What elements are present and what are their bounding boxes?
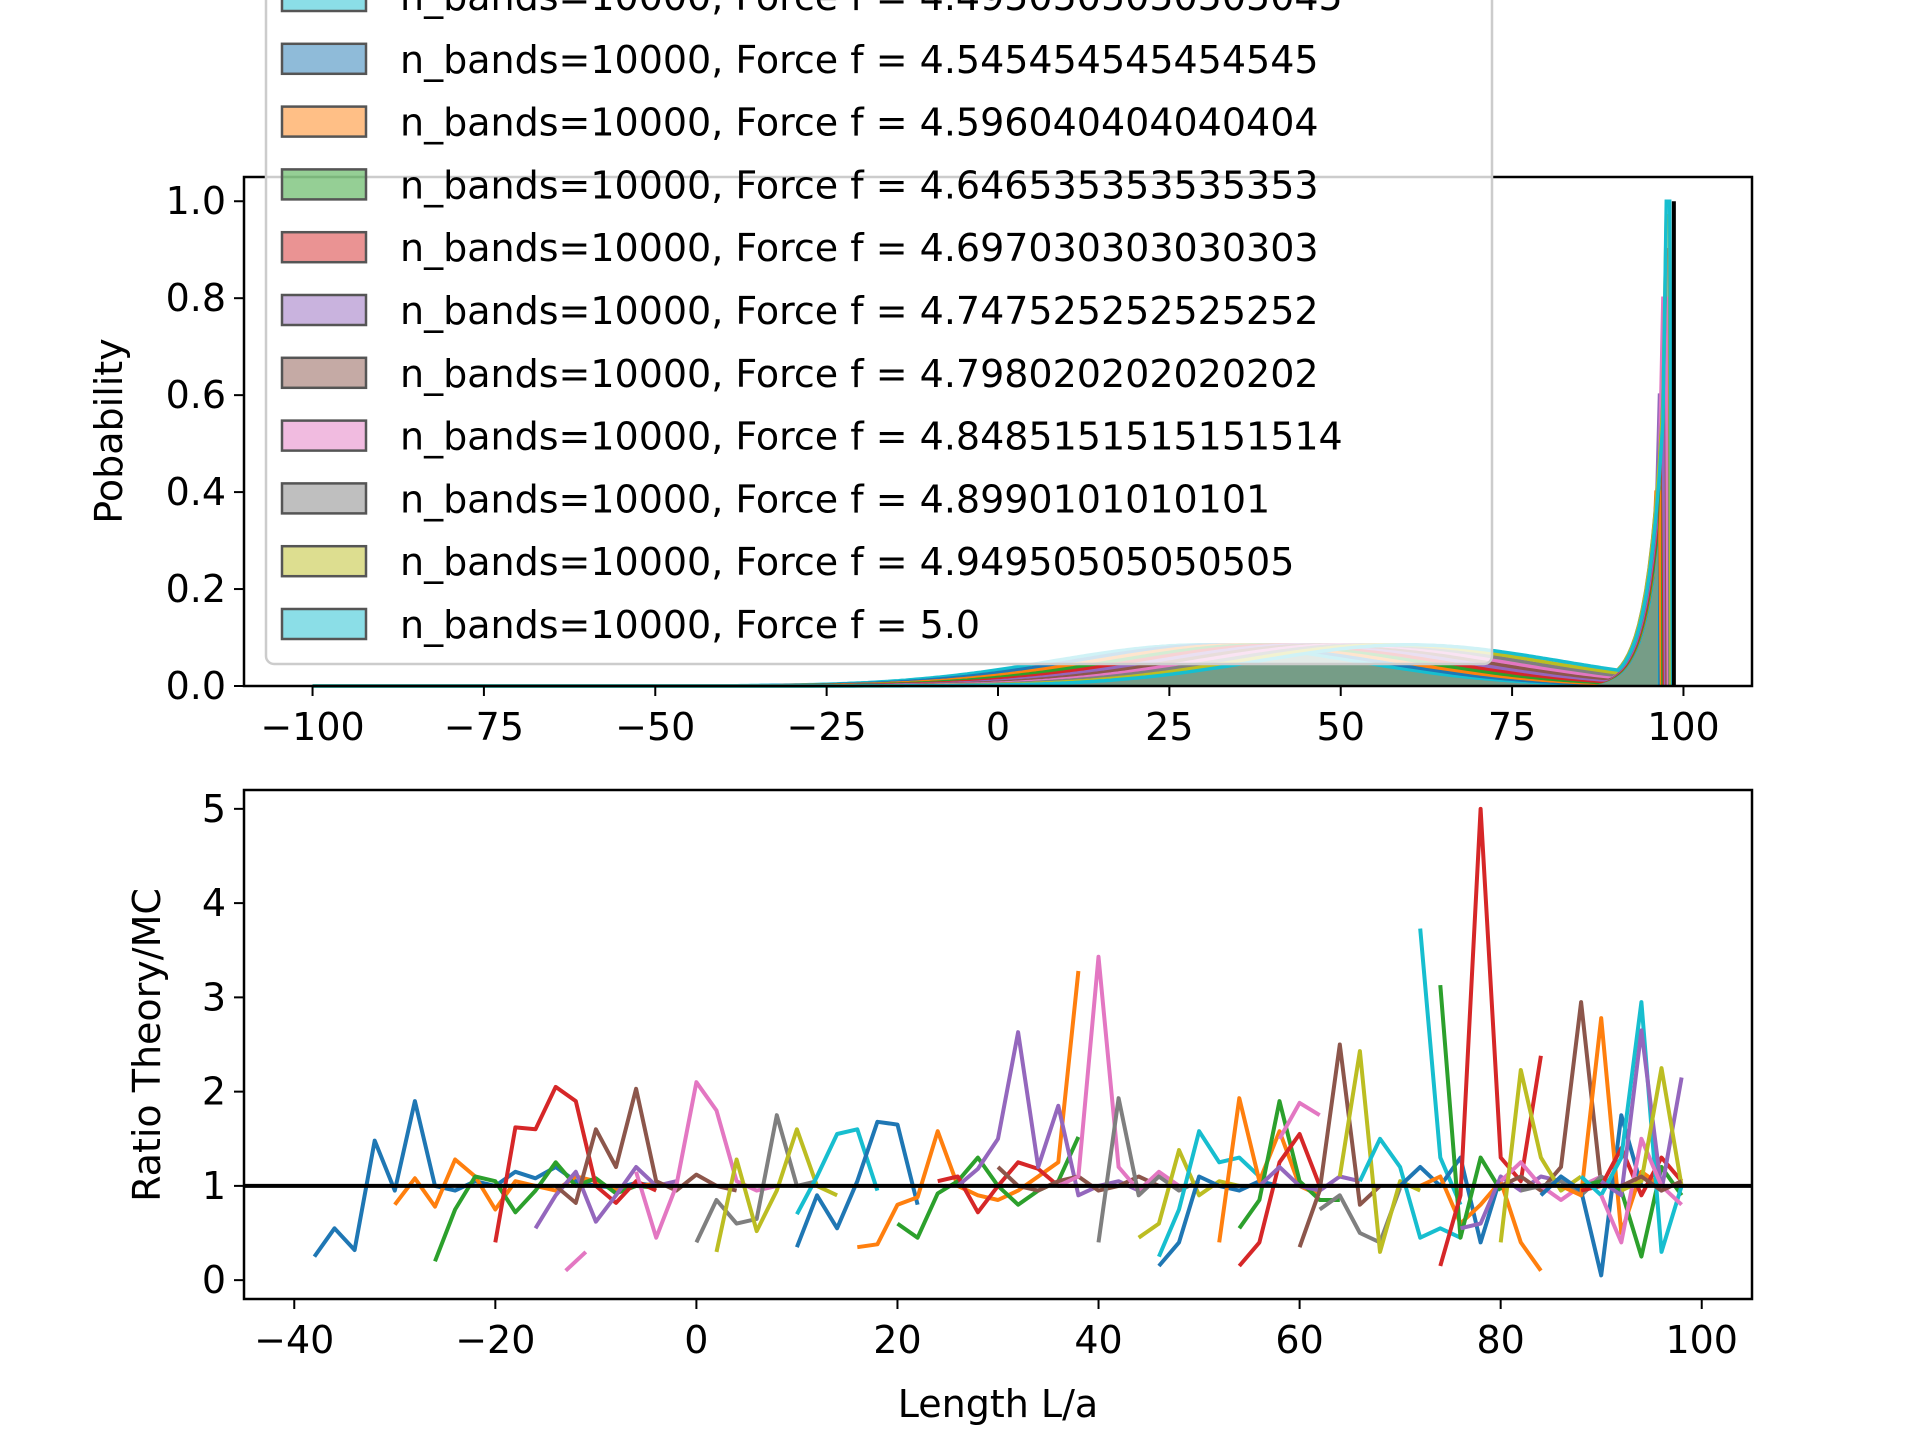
ratio-curve-31 [1418,928,1463,1206]
ratio-curve-35 [1438,806,1543,1267]
ratio-x-tick-label: 60 [1275,1318,1323,1362]
ratio-curve-10 [795,1127,880,1216]
ratio-y-tick-label: 2 [202,1070,226,1114]
legend-swatch-1 [280,42,368,76]
ratio-curve-33 [1419,1174,1543,1272]
legend-label-0: n_bands=10000, Force f = 4.4950505050505… [400,0,1343,19]
ratio-curve-25 [1258,1165,1361,1193]
legend-label-2: n_bands=10000, Force f = 4.5960404040404… [400,101,1319,145]
probability-y-tick-label: 0.8 [166,276,226,320]
ratio-x-ticks: −40 −20 0 20 40 60 80 100 [254,1299,1738,1362]
ratio-curve-47 [1599,1136,1683,1245]
legend-swatch-0 [280,0,368,13]
ratio-curve-45 [1579,1000,1684,1254]
ratio-y-tick-label: 1 [202,1164,226,1208]
legend-box [264,0,1494,666]
legend-entries: n_bands=10000, Force f = 4.4950505050505… [280,0,1343,647]
ratio-x-tick-label: 20 [873,1318,921,1362]
probability-x-tick-label: 25 [1145,705,1193,749]
legend-swatch-10 [280,607,368,641]
ratio-curve-26 [1297,1042,1382,1248]
legend-label-8: n_bands=10000, Force f = 4.8990101010101 [400,477,1270,521]
ratio-curve-4 [533,1165,677,1230]
ratio-curve-6 [564,1250,588,1273]
ratio-y-tick-label: 5 [202,787,226,831]
ratio-curve-32 [1398,1155,1503,1245]
ratio-x-axis-label: Length L/a [898,1382,1098,1426]
probability-x-tick-label: −100 [260,705,364,749]
probability-x-tick-label: 50 [1317,705,1365,749]
probability-x-ticks: −100 −75 −50 −25 0 25 50 75 100 [260,686,1720,749]
probability-x-tick-label: −25 [787,705,867,749]
legend-swatch-4 [280,230,368,264]
probability-x-tick-label: 75 [1488,705,1536,749]
ratio-curve-37 [1499,1000,1604,1193]
legend-label-3: n_bands=10000, Force f = 4.6465353535353… [400,163,1319,207]
legend-label-1: n_bands=10000, Force f = 4.5454545454545… [400,38,1319,82]
ratio-y-tick-label: 3 [202,975,226,1019]
ratio-axes-frame [242,788,1754,1301]
ratio-curve-7 [634,1080,778,1240]
ratio-y-ticks: 0 1 2 3 4 5 [202,787,244,1302]
legend-swatch-2 [280,105,368,138]
probability-x-tick-label: −50 [615,705,695,749]
legend-label-10: n_bands=10000, Force f = 5.0 [400,603,980,647]
legend: n_bands=10000, Force f = 4.4950505050505… [264,0,1494,666]
ratio-curve-17 [1057,954,1181,1193]
ratio-y-tick-label: 0 [202,1258,226,1302]
ratio-x-tick-label: −40 [254,1318,334,1362]
probability-x-tick-label: 100 [1647,705,1720,749]
ratio-y-tick-label: 4 [202,881,226,925]
legend-swatch-8 [280,482,368,515]
probability-y-tick-label: 0.6 [166,373,226,417]
legend-label-5: n_bands=10000, Force f = 4.7475252525252… [400,289,1319,333]
ratio-x-tick-label: −20 [455,1318,535,1362]
ratio-curve-5 [554,1086,738,1205]
ratio-y-axis-label: Ratio Theory/MC [125,888,169,1202]
legend-label-6: n_bands=10000, Force f = 4.7980202020202… [400,352,1319,396]
legend-swatch-5 [280,293,368,327]
probability-y-axis-label: Pobability [87,338,131,523]
legend-swatch-7 [280,419,368,452]
ratio-x-tick-label: 80 [1476,1318,1524,1362]
probability-x-tick-label: 0 [986,705,1010,749]
ratio-subplot: −40 −20 0 20 40 60 80 100 0 1 2 3 4 5 Length L/a Rat… [125,787,1754,1426]
probability-y-tick-label: 0.4 [166,470,226,514]
ratio-curve-30 [1358,1136,1462,1240]
legend-swatch-3 [280,168,368,201]
ratio-curve-23 [1237,1099,1340,1230]
legend-swatch-9 [280,544,368,578]
legend-label-7: n_bands=10000, Force f = 4.8485151515151… [400,415,1343,459]
ratio-curve-20 [1157,1129,1261,1258]
ratio-curve-36 [1460,1174,1562,1231]
probability-x-tick-label: −75 [444,705,524,749]
ratio-x-tick-label: 100 [1665,1318,1738,1362]
ratio-curve-42 [1560,1016,1663,1235]
ratio-curve-3 [493,1084,658,1243]
probability-y-tick-label: 0.0 [166,664,226,708]
ratio-curve-46 [1600,1028,1684,1198]
probability-y-ticks: 0.0 0.2 0.4 0.6 0.8 1.0 [166,179,244,708]
ratio-curve-11 [795,1119,920,1248]
ratio-curve-27 [1277,1100,1321,1140]
probability-y-tick-label: 0.2 [166,567,226,611]
legend-swatch-6 [280,356,368,390]
ratio-curve-34 [1438,984,1503,1240]
legend-label-9: n_bands=10000, Force f = 4.9495050505050… [400,540,1294,584]
legend-label-4: n_bands=10000, Force f = 4.6970303030303… [400,226,1319,270]
probability-y-tick-label: 1.0 [166,179,226,223]
ratio-x-tick-label: 0 [684,1318,708,1362]
ratio-x-tick-label: 40 [1074,1318,1122,1362]
